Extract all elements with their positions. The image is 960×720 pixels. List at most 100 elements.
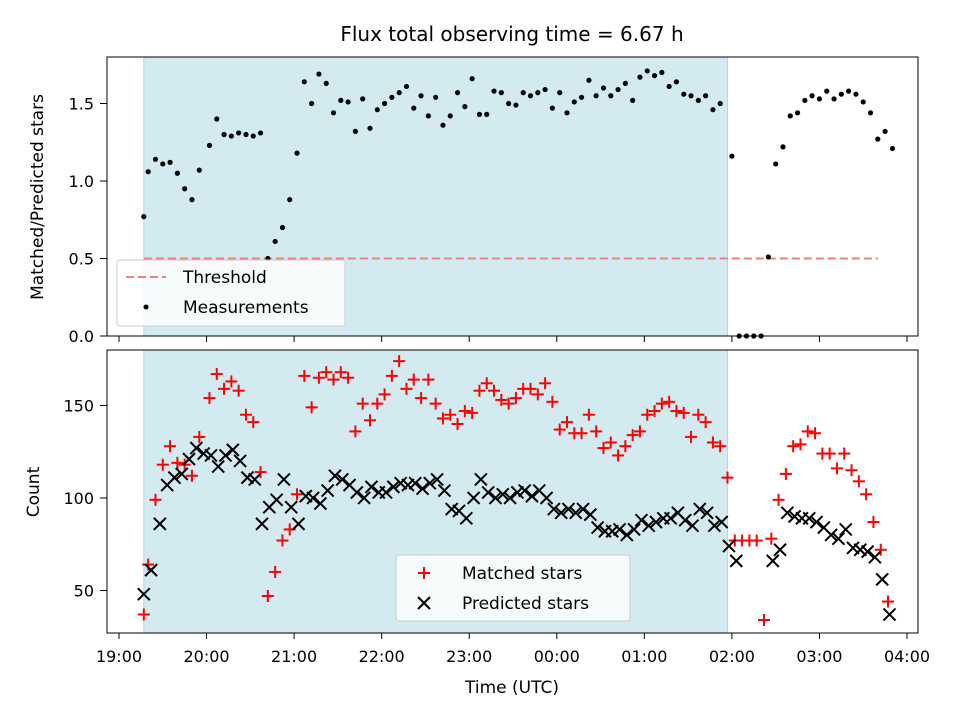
measurement-point xyxy=(630,97,636,103)
legend-predicted-swatch xyxy=(417,596,431,610)
count-panel: 50 100 150 19:00 20:00 21:00 22:00 23:00 00:00 0… xyxy=(24,349,930,698)
predicted-point xyxy=(561,502,576,516)
x-tick-label: 02:00 xyxy=(709,647,755,666)
predicted-point xyxy=(860,544,875,559)
matched-point xyxy=(852,475,865,488)
matched-point xyxy=(663,395,676,408)
predicted-point xyxy=(496,487,510,501)
measurement-point xyxy=(403,83,410,90)
matched-point xyxy=(692,408,705,421)
measurement-point xyxy=(425,113,431,119)
predicted-point xyxy=(700,506,714,520)
measurement-point xyxy=(571,99,577,105)
measurement-point xyxy=(853,91,859,97)
measurement-point xyxy=(794,110,801,116)
matched-point xyxy=(699,416,712,429)
predicted-point xyxy=(379,485,393,500)
legend-threshold-label: Threshold xyxy=(182,268,267,288)
predicted-point xyxy=(357,491,371,505)
predicted-point xyxy=(773,543,787,557)
measurement-point xyxy=(557,90,563,96)
predicted-point xyxy=(277,472,291,487)
predicted-point xyxy=(137,587,151,601)
predicted-points xyxy=(137,441,897,622)
measurement-point xyxy=(389,94,395,100)
matched-point xyxy=(524,382,537,395)
matched-point xyxy=(210,368,223,381)
measurement-point xyxy=(882,128,888,134)
measurement-point xyxy=(831,96,837,102)
matched-point xyxy=(823,447,836,460)
measurement-point xyxy=(520,90,526,96)
predicted-point xyxy=(517,483,532,498)
predicted-point xyxy=(554,506,568,520)
measurement-point xyxy=(527,93,534,99)
measurement-point xyxy=(396,90,402,96)
matched-point xyxy=(721,471,734,484)
predicted-point xyxy=(153,517,167,531)
x-tick-label: 23:00 xyxy=(446,647,492,666)
ratio-plot-frame xyxy=(106,56,919,337)
matched-point xyxy=(772,493,785,506)
matched-point xyxy=(633,425,646,438)
predicted-point xyxy=(248,472,262,487)
predicted-point xyxy=(182,452,196,466)
predicted-point xyxy=(233,454,247,468)
matched-point xyxy=(677,406,690,419)
measurement-point xyxy=(228,133,234,139)
predicted-point xyxy=(226,443,240,457)
predicted-point xyxy=(211,459,225,474)
measurement-point xyxy=(145,169,151,175)
matched-point xyxy=(225,375,238,388)
matched-point xyxy=(779,467,792,480)
predicted-point xyxy=(175,467,189,481)
ratio-legend-box xyxy=(116,259,346,327)
measurement-point xyxy=(809,93,815,99)
predicted-point xyxy=(576,502,590,516)
matched-point xyxy=(363,414,376,427)
matched-point xyxy=(247,416,260,429)
measurement-point xyxy=(294,150,300,156)
matched-point xyxy=(385,369,398,382)
matched-point xyxy=(334,366,347,379)
matched-point xyxy=(604,436,617,449)
predicted-point xyxy=(831,531,846,546)
measurement-point xyxy=(651,73,658,79)
matched-point xyxy=(757,614,770,627)
measurement-point xyxy=(381,100,388,107)
matched-point xyxy=(619,440,632,453)
measurement-point xyxy=(838,91,844,97)
matched-point xyxy=(393,355,406,368)
ratio-y-tick-label: 1.0 xyxy=(69,172,94,191)
predicted-point xyxy=(144,563,158,577)
predicted-point xyxy=(503,491,517,505)
matched-point xyxy=(407,373,420,386)
measurement-point xyxy=(160,161,166,167)
measurement-point xyxy=(549,105,556,111)
measurement-point xyxy=(729,153,735,159)
matched-point xyxy=(218,382,231,395)
count-y-tick-label: 150 xyxy=(63,396,94,415)
measurement-point xyxy=(454,90,461,96)
measurement-point xyxy=(418,93,424,99)
predicted-point xyxy=(335,472,349,487)
matched-point xyxy=(655,397,668,410)
measurement-point xyxy=(374,107,380,113)
predicted-point xyxy=(707,519,722,533)
matched-point xyxy=(575,427,588,440)
predicted-point xyxy=(685,519,700,533)
measurement-point xyxy=(608,93,614,99)
measurement-point xyxy=(681,91,687,97)
predicted-point xyxy=(313,496,328,511)
predicted-point xyxy=(306,491,320,505)
matched-point xyxy=(794,438,807,451)
predicted-point xyxy=(481,485,495,500)
matched-point xyxy=(597,442,610,455)
matched-point xyxy=(156,458,169,471)
measurement-point xyxy=(189,197,195,203)
matched-point xyxy=(298,369,311,382)
predicted-point xyxy=(255,517,269,531)
matched-point xyxy=(320,366,333,379)
measurement-point xyxy=(167,159,173,165)
